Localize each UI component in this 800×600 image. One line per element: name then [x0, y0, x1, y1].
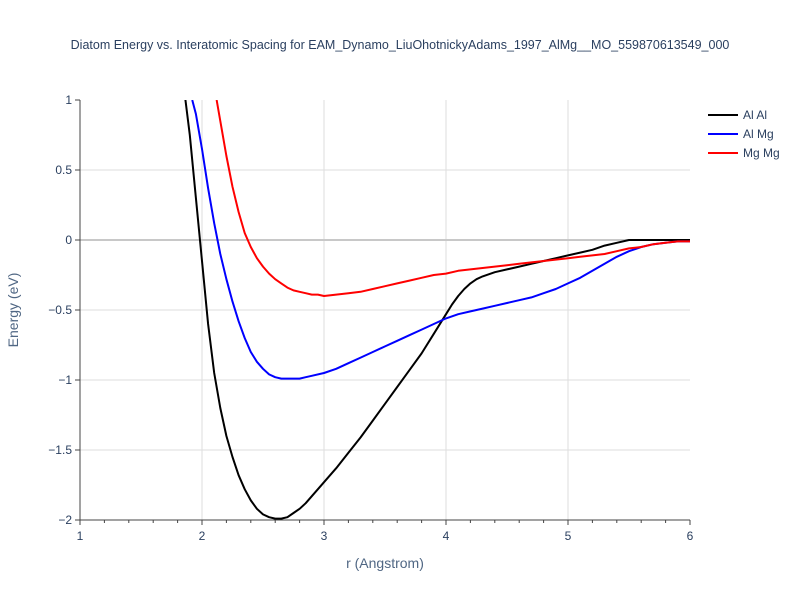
legend-label-al-mg: Al Mg — [743, 127, 774, 141]
x-tick-label: 4 — [443, 529, 450, 543]
legend: Al Al Al Mg Mg Mg — [708, 108, 780, 160]
x-tick-label: 3 — [321, 529, 328, 543]
y-tick-label: 0.5 — [55, 163, 72, 177]
legend-label-al-al: Al Al — [743, 108, 767, 122]
y-tick-label: −1.5 — [48, 443, 72, 457]
x-tick-label: 6 — [687, 529, 694, 543]
series-layer — [184, 100, 690, 520]
y-tick-label: −1 — [58, 373, 72, 387]
y-tick-label: −0.5 — [48, 303, 72, 317]
y-tick-label: 0 — [65, 233, 72, 247]
x-tick-label: 2 — [199, 529, 206, 543]
y-tick-label: 1 — [65, 93, 72, 107]
x-tick-label: 5 — [565, 529, 572, 543]
y-tick-label: −2 — [58, 513, 72, 527]
grid-layer — [80, 100, 690, 520]
series-line-al-mg — [191, 100, 690, 380]
series-line-al-al — [184, 100, 690, 520]
chart-title: Diatom Energy vs. Interatomic Spacing fo… — [70, 38, 730, 52]
y-axis-label: Energy (eV) — [5, 273, 21, 348]
axis-layer: 1 2 3 4 5 6 −2 −1.5 −1 −0.5 0 0.5 1 — [48, 93, 693, 543]
series-line-mg-mg — [215, 100, 690, 297]
axis-label-layer: r (Angstrom) Energy (eV) — [5, 273, 424, 571]
legend-label-mg-mg: Mg Mg — [743, 146, 780, 160]
x-tick-label: 1 — [77, 529, 84, 543]
x-axis-label: r (Angstrom) — [346, 555, 424, 571]
